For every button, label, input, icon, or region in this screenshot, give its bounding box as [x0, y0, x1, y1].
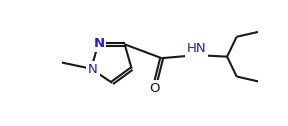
- Text: N: N: [88, 63, 98, 76]
- Text: O: O: [149, 82, 160, 95]
- Text: HN: HN: [187, 42, 206, 55]
- Text: N: N: [93, 37, 105, 50]
